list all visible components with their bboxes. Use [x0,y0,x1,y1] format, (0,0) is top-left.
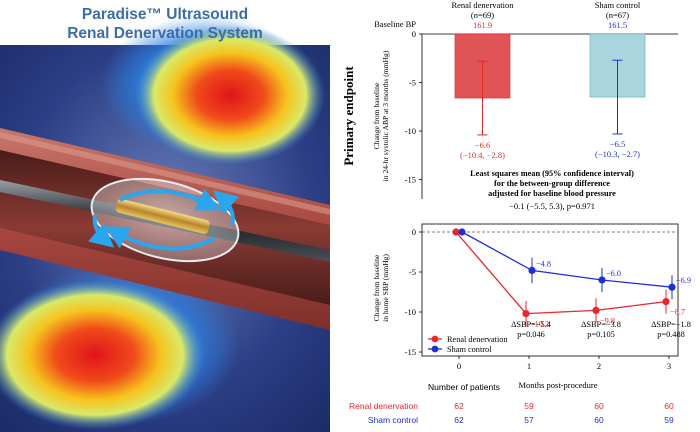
patients-cell: 57 [524,415,534,425]
patients-cell: 60 [664,401,674,411]
baseline-bp-value: 161.9 [473,20,492,30]
between-group-result: −0.1 (−5.5, 5.3), p=0.971 [509,201,595,211]
y-tick-label: -10 [405,126,416,136]
legend-swatch-marker [431,335,439,343]
balloon-transducer-icon [88,177,240,263]
point-label: −6.9 [676,276,691,285]
y-tick-label: -15 [405,175,416,185]
device-title-line1: Paradise™ Ultrasound [81,6,249,23]
bar-value-label: −6.5 [610,139,625,149]
plot-frame [421,223,679,357]
patients-cell: 59 [664,415,674,425]
patients-cell: 60 [594,401,604,411]
series-line [461,231,673,288]
y-tick-label: 0 [412,29,416,39]
y-tick-label: 0 [412,227,416,237]
heatmap-bottom-icon [0,265,240,430]
patients-cell: 62 [454,401,464,411]
point-label: −8.7 [670,308,685,317]
bar-ci-label: (−10.3, −2.7) [595,149,640,159]
data-point [522,310,530,318]
p-value-label: p=0.488 [657,330,685,339]
point-label: −10.2 [530,320,549,329]
y-axis-label: Change from baseline [372,254,381,321]
bar-n-label: (n=69) [471,10,494,20]
patients-cell: 60 [594,415,604,425]
patients-table-header: Number of patients [428,382,500,392]
p-value-label: p=0.046 [517,330,545,339]
y-axis-label: in home SBP (mmHg) [381,254,390,322]
bar-value-label: −6.6 [475,140,490,150]
device-illustration-panel: Paradise™ Ultrasound Renal Denervation S… [0,0,330,432]
point-label: −6.0 [606,269,621,278]
legend-swatch-marker [431,345,439,353]
delta-sbp-label: ΔSBP=−1.8 [651,320,691,329]
between-group-annotation: Least squares mean (95% confidence inter… [470,169,634,178]
device-title-line2: Renal Denervation System [67,25,263,42]
x-axis-label: Months post-procedure [518,380,597,390]
x-tick-label: 2 [597,361,601,371]
y-axis-label: Change from baseline [372,82,381,149]
between-group-annotation: for the between-group difference [494,179,610,188]
bar-ci-label: (−10.4, −2.8) [460,150,505,160]
charts-svg: 0 -5 -10 -15 Primary endpoint Change from bas… [341,0,691,390]
baseline-bp-label: Baseline BP [374,19,416,29]
data-point [528,266,536,274]
y-tick-label: -15 [405,347,416,357]
data-point [458,228,466,236]
point-label: −9.8 [600,316,615,325]
bar-n-label: (n=67) [606,10,629,20]
charts-panel: 0 -5 -10 -15 Primary endpoint Change from bas… [330,0,700,432]
data-point [598,276,606,284]
point-label: −4.8 [536,259,551,268]
delta-sbp-label: ΔSBP=−3.8 [581,320,621,329]
legend-label: Renal denervation [447,335,508,344]
bar-category-label: Sham control [595,0,641,10]
x-tick-label: 0 [457,361,461,371]
baseline-bp-value: 161.5 [608,20,627,30]
primary-endpoint-label: Primary endpoint [341,66,356,166]
legend-label: Sham control [447,345,492,354]
delta-sbp-label: ΔSBP=−5.4 [511,320,552,329]
y-tick-label: -5 [409,267,416,277]
y-tick-label: -10 [405,307,416,317]
x-tick-label: 1 [527,361,531,371]
x-tick-label: 3 [667,361,671,371]
y-axis-label: in 24-hr systolic ABP at 3 months (mmHg) [381,50,390,181]
patients-table: Number of patients Renal denervation 62 … [330,382,700,432]
patients-row-label-sham: Sham control [367,415,418,425]
y-tick-label: -5 [409,78,416,88]
data-point [452,228,460,236]
data-point [668,283,676,291]
patients-cell: 59 [524,401,534,411]
data-point [662,298,670,306]
series-line [455,231,667,315]
bar-category-label: Renal denervation [451,0,514,10]
device-illustration [0,0,330,432]
patients-row-label-renal: Renal denervation [349,401,418,411]
patients-cell: 62 [454,415,464,425]
heatmap-top-icon [100,15,325,165]
p-value-label: p=0.105 [587,330,615,339]
data-point [592,306,600,314]
between-group-annotation: adjusted for baseline blood pressure [488,189,616,198]
